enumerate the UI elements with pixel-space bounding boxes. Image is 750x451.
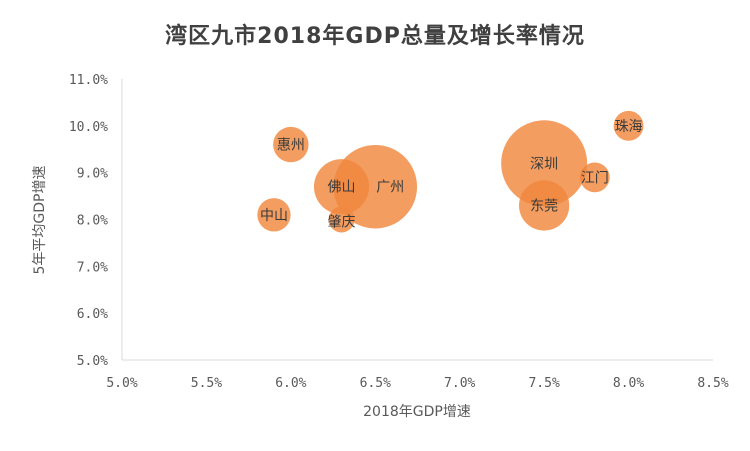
bubble-label: 中山	[260, 208, 288, 224]
chart-title: 湾区九市2018年GDP总量及增长率情况	[165, 24, 585, 49]
bubble-1	[501, 120, 588, 207]
x-tick-label: 8.5%	[697, 376, 728, 391]
bubble-3	[519, 180, 570, 231]
bubble-2	[313, 159, 370, 215]
x-tick-label: 6.5%	[360, 376, 391, 391]
bubble-label: 东莞	[530, 198, 558, 214]
bubble-7	[613, 110, 644, 141]
x-tick-label: 8.0%	[613, 376, 644, 391]
y-tick-label: 10.0%	[69, 120, 108, 135]
bubble-label: 佛山	[328, 180, 356, 196]
x-axis-label: 2018年GDP增速	[363, 404, 471, 420]
bubble-label: 肇庆	[328, 215, 356, 231]
y-tick-label: 11.0%	[69, 73, 108, 88]
x-tick-label: 7.5%	[528, 376, 559, 391]
bubble-label: 江门	[581, 170, 609, 186]
y-axis-label: 5年平均GDP增速	[32, 166, 48, 275]
x-tick-label: 7.0%	[444, 376, 475, 391]
y-tick-label: 7.0%	[77, 260, 108, 275]
x-tick-label: 5.0%	[106, 376, 137, 391]
y-tick-label: 6.0%	[77, 307, 108, 322]
y-tick-label: 9.0%	[77, 167, 108, 182]
bubble-6	[579, 162, 610, 193]
x-tick-label: 6.0%	[275, 376, 306, 391]
y-tick-label: 8.0%	[77, 214, 108, 229]
bubble-8	[328, 206, 355, 233]
bubble-label: 惠州	[277, 138, 305, 154]
bubble-4	[273, 126, 309, 163]
y-tick-label: 5.0%	[77, 354, 108, 369]
bubble-label: 珠海	[615, 119, 643, 135]
x-tick-label: 5.5%	[191, 376, 222, 391]
bubble-5	[257, 198, 291, 232]
bubble-label: 广州	[376, 180, 404, 196]
bubble-label: 深圳	[530, 156, 558, 172]
